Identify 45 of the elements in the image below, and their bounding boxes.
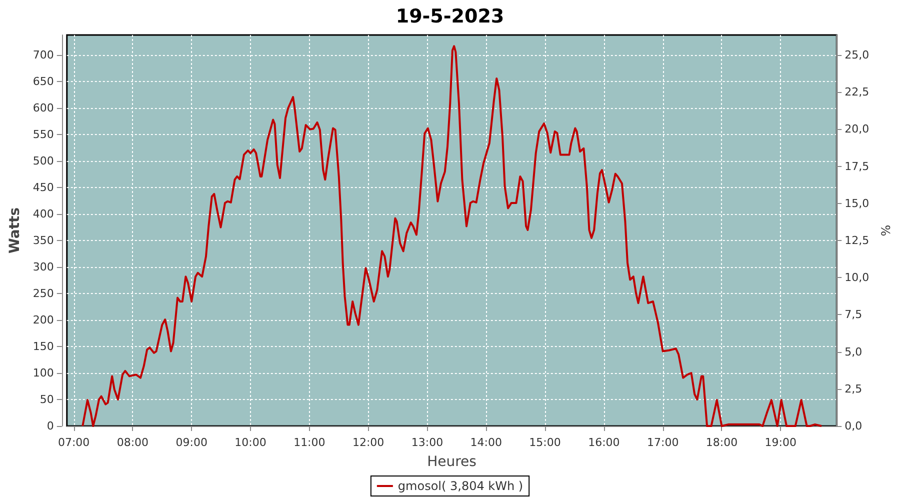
legend-label: gmosol( 3,804 kWh ) [398, 479, 524, 493]
y-tick-label: 300 [32, 260, 54, 274]
y-tick-label: 550 [32, 128, 54, 142]
y2-tick-label: 17,5 [844, 160, 870, 173]
chart-title: 19-5-2023 [396, 6, 504, 28]
y2-tick-label: 7,5 [844, 308, 862, 322]
y-tick-label: 600 [32, 102, 54, 115]
y2-tick-label: 10,0 [844, 271, 870, 284]
y-tick-label: 450 [32, 181, 54, 194]
y2-tick-label: 25,0 [844, 48, 870, 62]
y2-tick-label: 22,5 [844, 86, 870, 99]
x-axis-title: Heures [427, 454, 476, 470]
y-tick-label: 150 [32, 340, 54, 354]
y2-tick-label: 15,0 [844, 196, 870, 210]
y-tick-label: 50 [40, 393, 54, 406]
y-tick-label: 250 [32, 287, 54, 300]
y-tick-label: 400 [32, 208, 54, 221]
y2-tick-label: 12,5 [844, 234, 870, 248]
x-tick-label: 11:00 [294, 436, 326, 449]
y-tick-label: 100 [32, 366, 54, 380]
x-tick-label: 19:00 [764, 436, 796, 449]
line-series [82, 45, 823, 427]
y-axis-title: Watts [7, 207, 23, 254]
x-tick-label: 08:00 [116, 436, 149, 449]
y-tick-label: 350 [32, 234, 54, 248]
y2-tick-label: 2,5 [844, 382, 862, 396]
x-tick-label: 07:00 [58, 436, 90, 449]
x-tick-label: 15:00 [529, 436, 561, 449]
y-tick-label: 500 [32, 154, 54, 168]
x-tick-label: 18:00 [706, 436, 738, 449]
y-tick-label: 650 [32, 75, 54, 88]
x-tick-label: 09:00 [176, 436, 208, 449]
x-tick-label: 12:00 [352, 436, 384, 449]
x-tick-label: 10:00 [234, 436, 266, 449]
x-tick-label: 13:00 [411, 436, 444, 449]
y-tick-label: 200 [32, 314, 54, 327]
y2-tick-label: 0,0 [844, 420, 862, 432]
x-tick-label: 17:00 [646, 436, 679, 449]
y2-tick-label: 5,0 [844, 345, 862, 358]
x-tick-label: 16:00 [588, 436, 620, 449]
x-tick-label: 14:00 [470, 436, 502, 449]
y2-axis-title: % [879, 224, 893, 236]
y2-tick-label: 20,0 [844, 122, 870, 136]
y-tick-label: 0 [46, 420, 54, 432]
y-tick-label: 700 [32, 48, 54, 62]
